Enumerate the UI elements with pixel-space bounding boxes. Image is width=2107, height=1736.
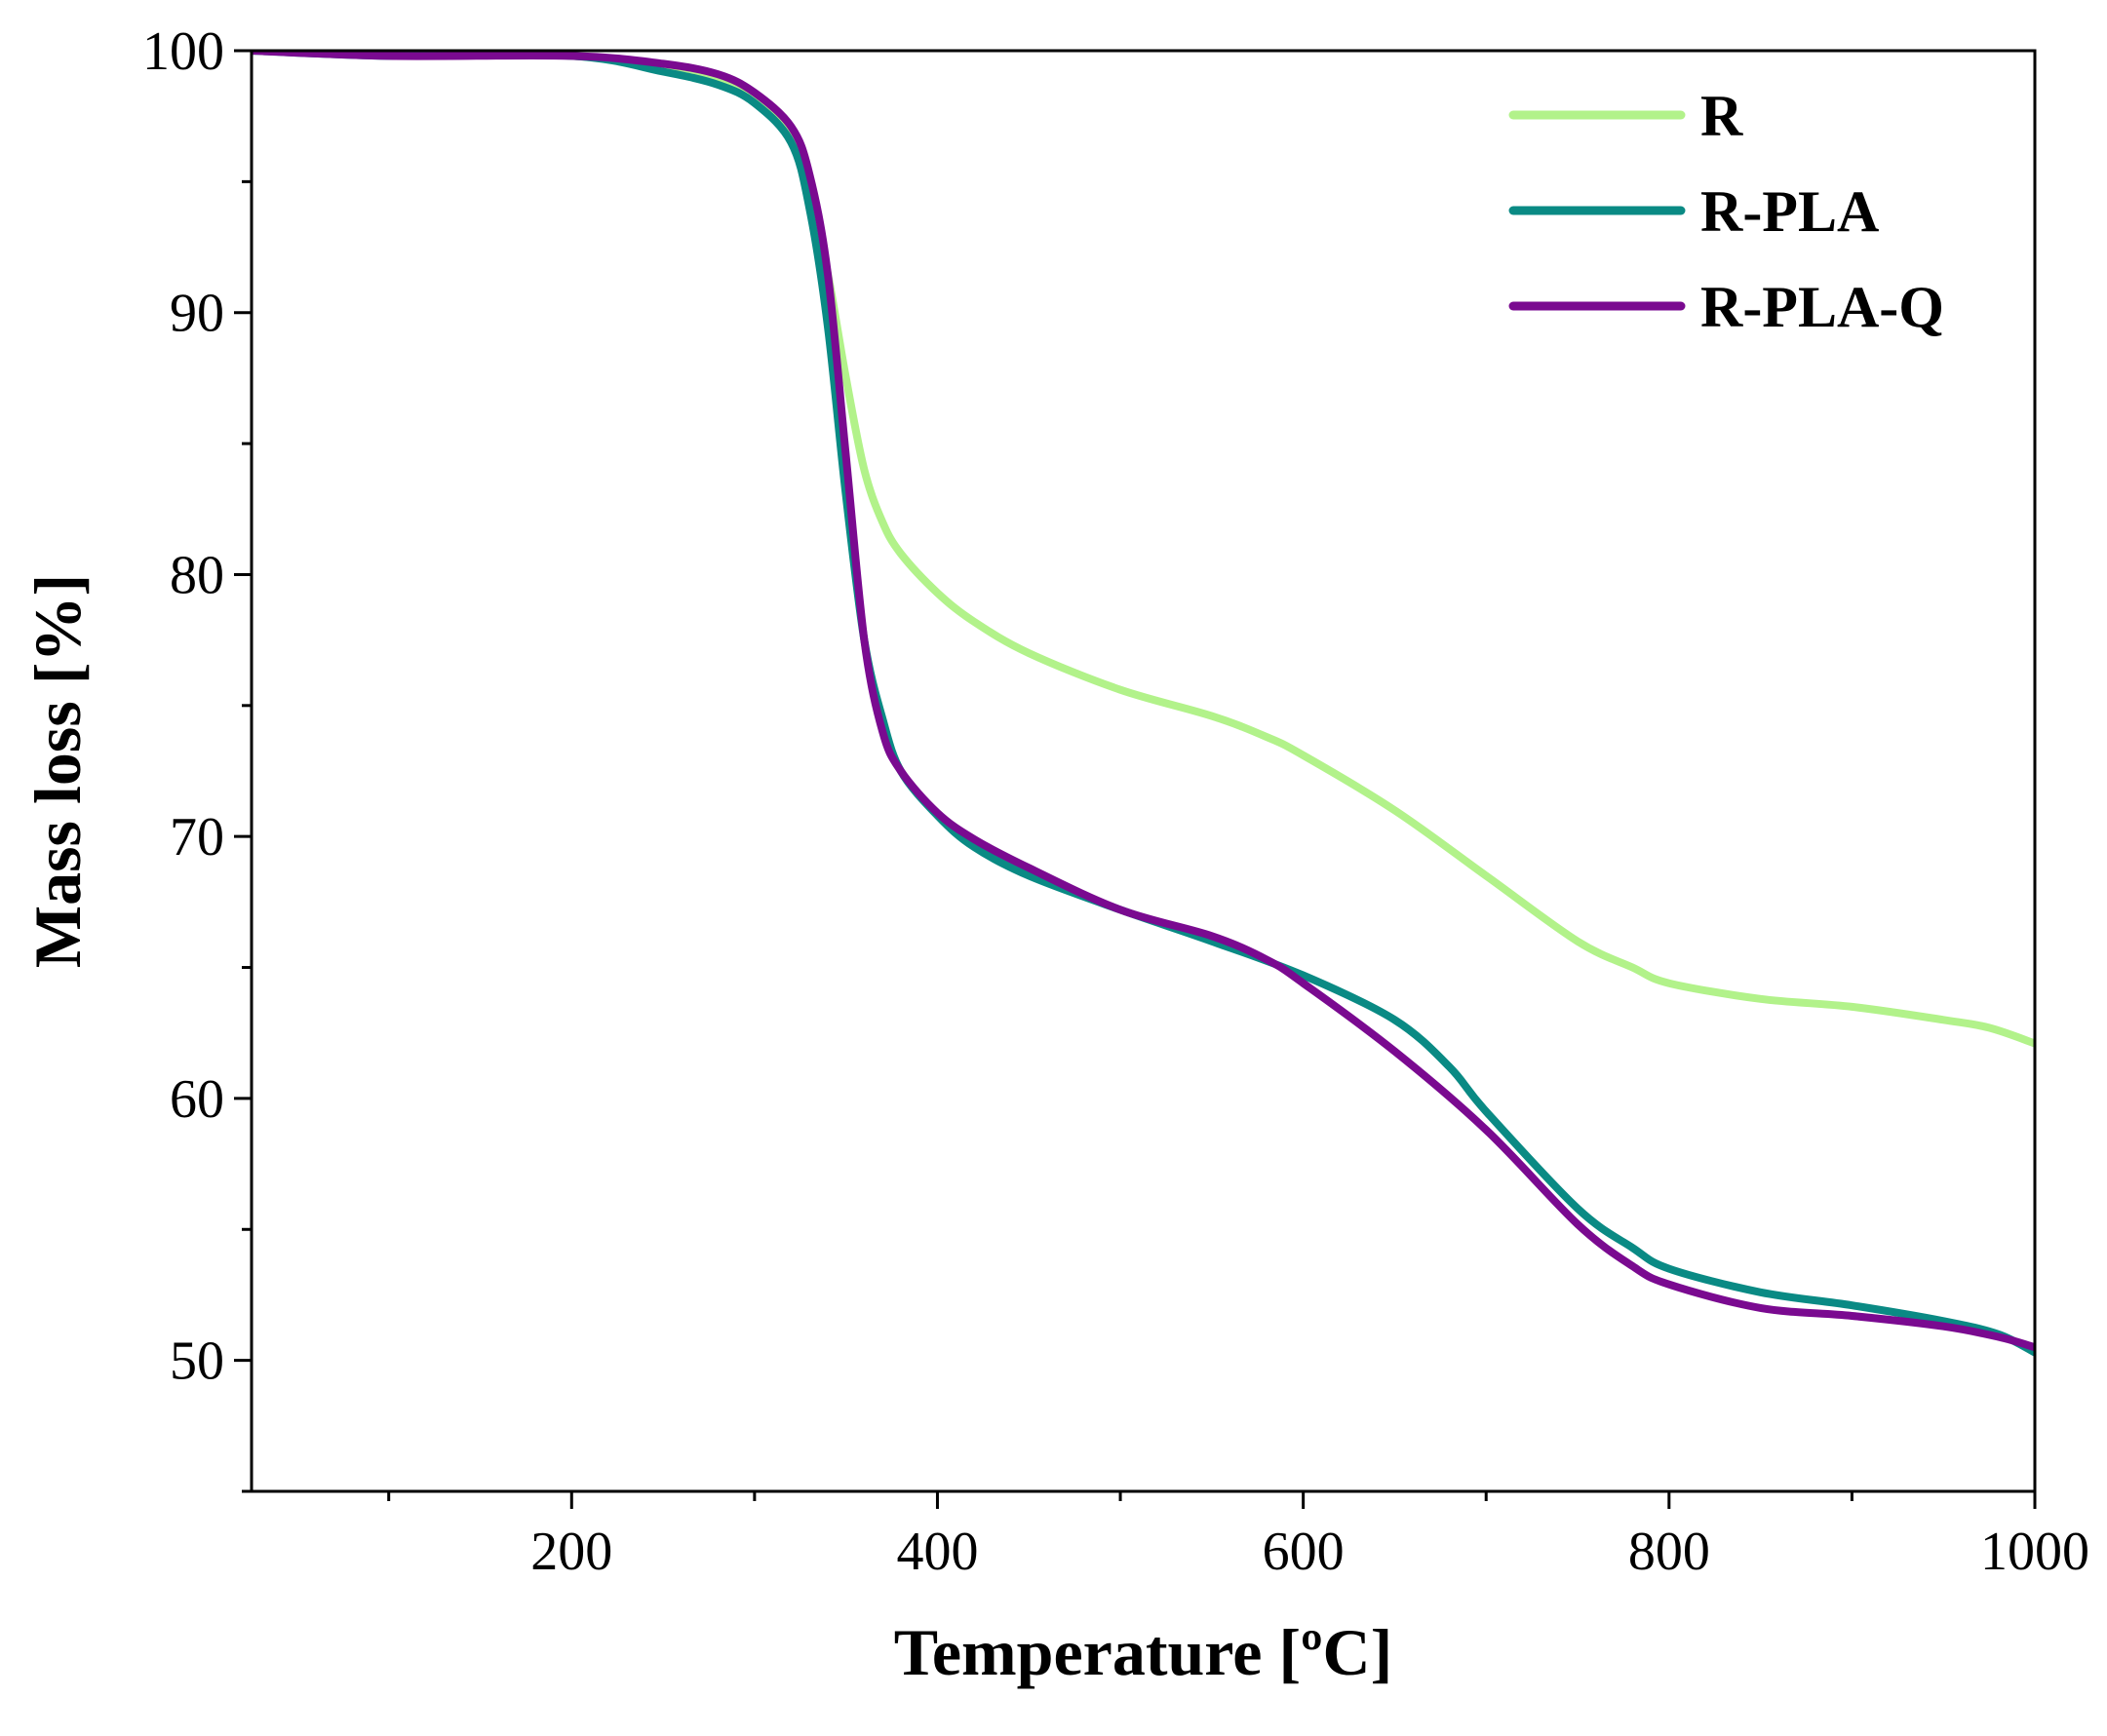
y-tick-label: 60	[170, 1069, 224, 1130]
x-tick-label: 1000	[1980, 1522, 2089, 1582]
y-tick-label: 50	[170, 1331, 224, 1392]
legend-label-r-pla: R-PLA	[1700, 179, 1879, 244]
legend: R R-PLA R-PLA-Q	[1508, 84, 1944, 339]
x-tick-label: 200	[530, 1522, 612, 1582]
x-tick-label: 400	[896, 1522, 978, 1582]
plot-marks	[252, 51, 2035, 1357]
legend-label-r-pla-q: R-PLA-Q	[1700, 275, 1944, 339]
y-tick-label: 80	[170, 545, 224, 605]
y-tick-label: 90	[170, 284, 224, 344]
x-axis-title: Temperature [ºC]	[894, 1615, 1393, 1689]
legend-label-r: R	[1700, 84, 1743, 148]
y-axis-title: Mass loss [%]	[20, 574, 95, 968]
y-tick-label: 70	[170, 807, 224, 868]
plot-frame	[250, 49, 2037, 1493]
series-line-r-pla	[252, 51, 2035, 1357]
x-tick-label: 800	[1628, 1522, 1710, 1582]
x-tick-label: 600	[1263, 1522, 1345, 1582]
axes: 50 60 70 80 90 100 200 400 600 800 1000	[142, 21, 2089, 1582]
y-tick-label: 100	[142, 21, 224, 82]
series-line-r-pla-q	[252, 51, 2035, 1352]
